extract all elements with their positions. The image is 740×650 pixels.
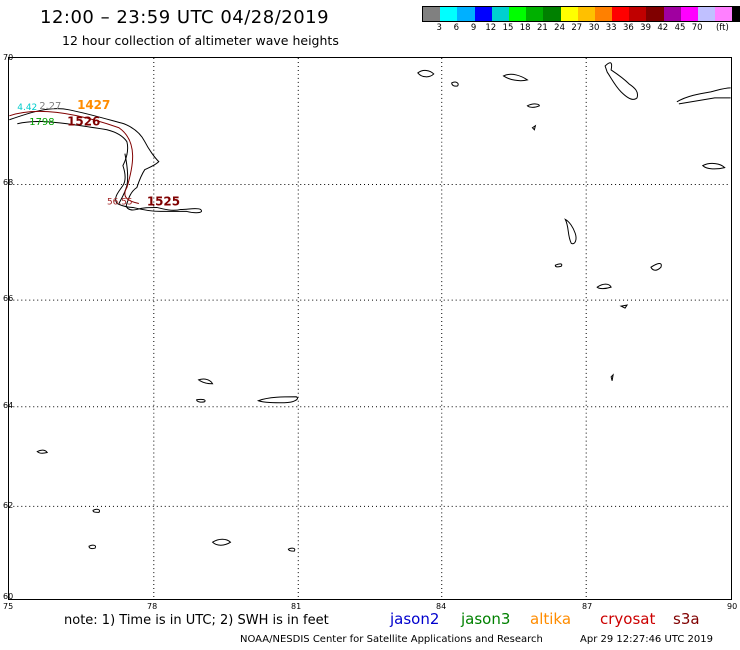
- colorbar-tick-label: 36: [622, 23, 634, 33]
- colorbar-tick-label: 30: [588, 23, 600, 33]
- island-south-6: [88, 544, 96, 550]
- colorbar-tick-label: 27: [571, 23, 583, 33]
- colorbar-swatch: [577, 7, 595, 21]
- island-south-3: [256, 396, 298, 404]
- colorbar-swatch: [474, 7, 492, 21]
- lon-label-75: 75: [3, 602, 14, 611]
- obs-label-4-42: 4.42: [17, 103, 37, 113]
- colorbar-tick-label: 12: [485, 23, 497, 33]
- island-south-8: [287, 547, 296, 552]
- map-title: 12:00 – 23:59 UTC 04/28/2019: [40, 7, 330, 28]
- colorbar-swatch: [732, 7, 740, 21]
- colorbar-tick-label: 18: [519, 23, 531, 33]
- colorbar-swatch: [423, 7, 441, 21]
- coastline-mainland: [9, 108, 202, 214]
- colorbar-swatch: [526, 7, 544, 21]
- colorbar-tick-label: 6: [453, 23, 460, 33]
- obs-label-1798: 1798: [29, 117, 54, 128]
- island-north-1: [417, 69, 435, 78]
- island-center-1: [564, 218, 577, 245]
- altimeter-map: 4.42 2.27 1427 1798 1526 56.55 1525: [8, 57, 732, 600]
- satellite-jason3: jason3: [461, 610, 511, 628]
- observation-labels: 4.42 2.27 1427 1798 1526 56.55 1525: [17, 98, 180, 209]
- obs-label-1526: 1526: [67, 115, 100, 129]
- obs-label-2-27: 2.27: [39, 101, 61, 112]
- colorbar-swatch: [680, 7, 698, 21]
- island-north-2: [451, 81, 459, 87]
- island-center-2: [554, 263, 563, 268]
- colorbar-swatch: [612, 7, 630, 21]
- credit-line: NOAA/NESDIS Center for Satellite Applica…: [240, 634, 543, 645]
- obs-label-1427: 1427: [77, 98, 110, 112]
- colorbar-swatch: [629, 7, 647, 21]
- colorbar-swatch: [543, 7, 561, 21]
- satellite-altika: altika: [530, 610, 572, 628]
- island-north-3: [502, 73, 529, 82]
- colorbar-swatch: [698, 7, 716, 21]
- colorbar-tick-label: 33: [605, 23, 617, 33]
- island-center-5: [619, 304, 629, 309]
- colorbar-tick-label: 9: [470, 23, 477, 33]
- satellite-jason2: jason2: [390, 610, 440, 628]
- island-south-4: [36, 449, 49, 454]
- severnaya-zemlya: [604, 62, 638, 100]
- lon-label-78: 78: [147, 602, 158, 611]
- colorbar-swatch: [646, 7, 664, 21]
- taymyr-coast: [676, 87, 731, 105]
- colorbar-tick-label: 39: [640, 23, 652, 33]
- island-south-7: [211, 538, 232, 546]
- altimeter-track: [9, 110, 139, 204]
- colorbar-tick-label: 15: [502, 23, 514, 33]
- obs-label-56-55: 56.55: [107, 197, 133, 207]
- colorbar-tick-label: (ft): [715, 23, 729, 33]
- generated-timestamp: Apr 29 12:27:46 UTC 2019: [580, 634, 713, 645]
- colorbar-tick-label: 21: [536, 23, 548, 33]
- colorbar-swatch: [560, 7, 578, 21]
- colorbar-labels: 3 6 9 12 15 18 21 24 27 30 33 36 39 42 45 70 (ft): [422, 23, 740, 35]
- lon-label-87: 87: [582, 602, 593, 611]
- colorbar-tick-label: 24: [554, 23, 566, 33]
- footer-note: note: 1) Time is in UTC; 2) SWH is in fe…: [64, 613, 329, 628]
- satellite-s3a: s3a: [673, 610, 700, 628]
- colorbar-tick-label: 42: [657, 23, 669, 33]
- satellite-cryosat: cryosat: [600, 610, 656, 628]
- island-center-6: [610, 373, 614, 381]
- map-subtitle: 12 hour collection of altimeter wave hei…: [62, 33, 339, 48]
- colorbar-swatch: [440, 7, 458, 21]
- colorbar-swatch: [663, 7, 681, 21]
- island-east-1: [701, 162, 726, 170]
- coastlines: [9, 62, 731, 552]
- colorbar-swatch: [491, 7, 509, 21]
- colorbar-swatch: [715, 7, 733, 21]
- obs-label-1525: 1525: [147, 194, 180, 208]
- island-north-5: [531, 124, 537, 131]
- island-center-3: [650, 262, 662, 271]
- island-center-4: [596, 283, 612, 290]
- wave-height-colorbar: [422, 6, 740, 22]
- colorbar-tick-label: 70: [691, 23, 703, 33]
- island-south-1: [197, 378, 214, 385]
- island-south-5: [92, 508, 100, 513]
- lon-label-81: 81: [291, 602, 302, 611]
- island-south-2: [196, 398, 206, 403]
- lon-label-90: 90: [727, 602, 738, 611]
- lon-label-84: 84: [436, 602, 447, 611]
- colorbar-swatch: [508, 7, 527, 21]
- colorbar-tick-label: 45: [674, 23, 686, 33]
- graticule: [9, 58, 731, 599]
- colorbar-tick-label: 3: [436, 23, 442, 33]
- colorbar-swatch: [457, 7, 475, 21]
- island-ob-gulf: [118, 153, 129, 204]
- island-north-4: [526, 103, 540, 108]
- colorbar-swatch: [594, 7, 613, 21]
